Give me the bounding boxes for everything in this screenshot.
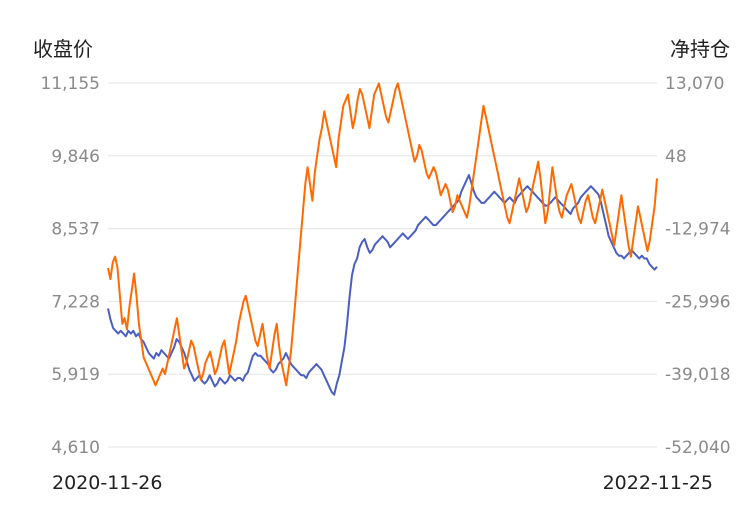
right-tick-label: -52,040: [665, 438, 731, 458]
left-tick-label: 8,537: [51, 220, 100, 240]
series-lines: [107, 82, 658, 396]
right-tick-label: 13,070: [665, 74, 724, 94]
grid-lines: [108, 82, 657, 448]
x-end-label: 2022-11-25: [603, 472, 713, 494]
left-tick-label: 9,846: [51, 147, 100, 167]
left-tick-label: 5,919: [51, 365, 100, 385]
left-y-axis-ticks: 11,155 9,846 8,537 7,228 5,919 4,610: [41, 74, 100, 458]
left-tick-label: 4,610: [51, 438, 100, 458]
right-tick-label: 48: [665, 147, 687, 167]
right-axis-title: 净持仓: [670, 37, 730, 61]
left-tick-label: 11,155: [41, 74, 100, 94]
x-start-label: 2020-11-26: [52, 472, 162, 494]
net-position-line: [107, 82, 658, 387]
right-y-axis-ticks: 13,070 48 -12,974 -25,996 -39,018 -52,040: [665, 74, 731, 458]
close-price-line: [107, 174, 658, 396]
right-tick-label: -25,996: [665, 292, 731, 312]
right-tick-label: -12,974: [665, 220, 731, 240]
left-tick-label: 7,228: [51, 292, 100, 312]
right-tick-label: -39,018: [665, 365, 731, 385]
left-axis-title: 收盘价: [33, 37, 93, 61]
